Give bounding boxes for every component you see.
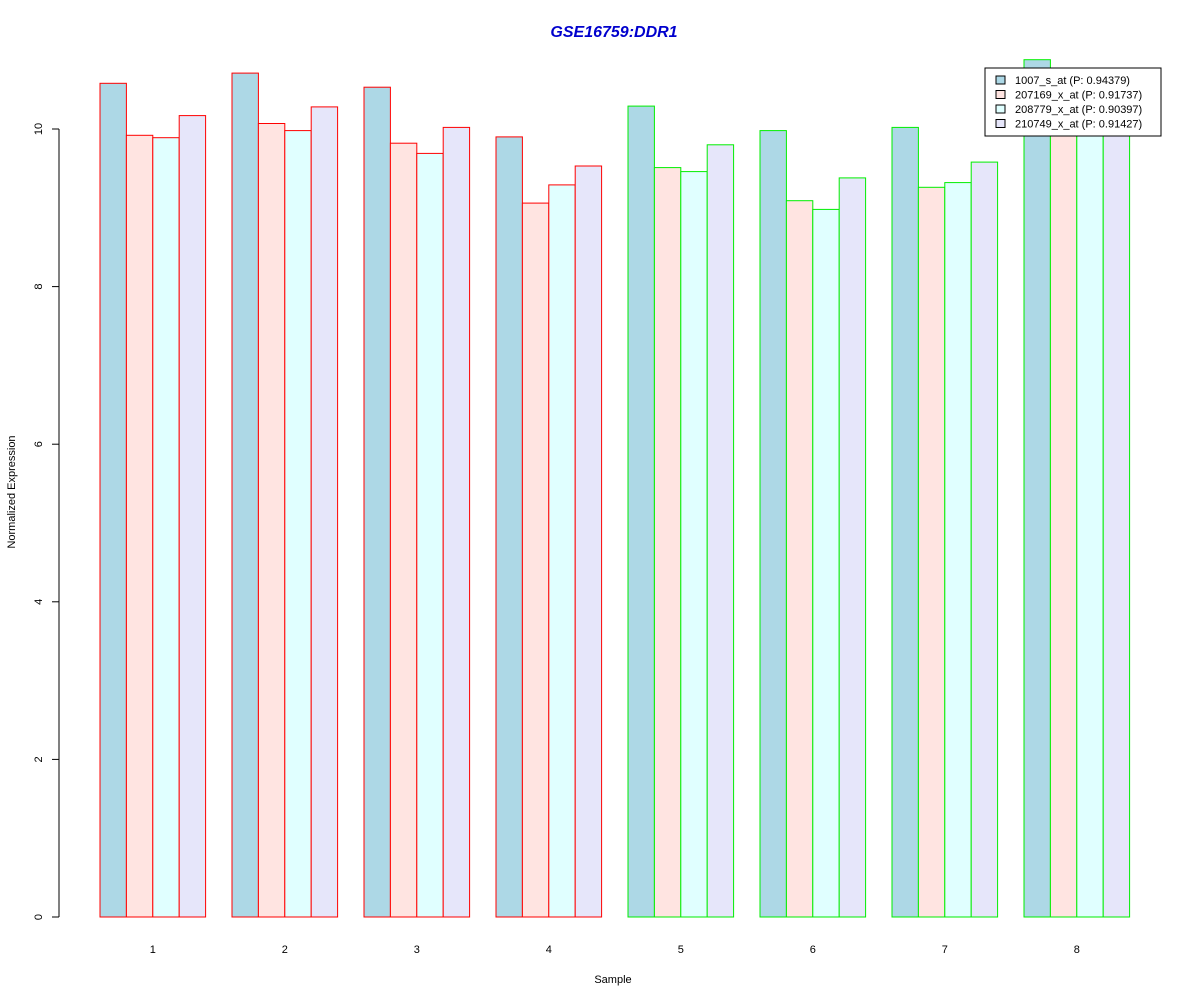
y-axis-label: Normalized Expression (6, 435, 18, 548)
x-axis-label: Sample (594, 974, 631, 986)
legend-label: 207169_x_at (P: 0.91737) (1015, 90, 1142, 102)
bar-sample-5-series-1 (627, 105, 655, 918)
y-tick-label: 0 (33, 914, 45, 920)
bar-sample-1-series-4 (178, 115, 207, 918)
bar-sample-2-series-4 (310, 106, 339, 918)
bar-sample-4-series-3 (548, 184, 576, 918)
bar-sample-8-series-4 (1102, 120, 1131, 918)
y-tick-label: 10 (33, 123, 45, 135)
y-axis: 0 2 4 6 8 10 (33, 123, 60, 920)
legend-swatch (995, 75, 1006, 85)
x-tick-label: 7 (942, 944, 948, 956)
bars-layer (99, 59, 1131, 918)
bar-sample-8-series-1 (1023, 59, 1051, 918)
bar-sample-7-series-1 (891, 126, 919, 918)
legend-swatch (995, 119, 1006, 128)
chart-title: GSE16759:DDR1 (550, 24, 677, 41)
bar-sample-2-series-2 (257, 123, 286, 918)
bar-sample-8-series-2 (1049, 120, 1078, 918)
legend-label: 1007_s_at (P: 0.94379) (1015, 75, 1130, 87)
legend: 1007_s_at (P: 0.94379) 207169_x_at (P: 0.… (984, 67, 1162, 137)
y-tick-label: 8 (33, 284, 45, 290)
y-tick-label: 6 (33, 441, 45, 447)
y-tick-label: 4 (33, 599, 45, 605)
legend-swatch (995, 104, 1006, 114)
bar-sample-6-series-1 (759, 130, 787, 918)
x-tick-label: 1 (150, 944, 156, 956)
bar-sample-6-series-2 (785, 200, 814, 918)
bar-sample-1-series-3 (152, 137, 180, 918)
x-tick-label: 3 (414, 944, 420, 956)
bar-sample-8-series-3 (1076, 124, 1104, 918)
legend-label: 210749_x_at (P: 0.91427) (1015, 119, 1142, 131)
bar-sample-4-series-1 (495, 136, 523, 918)
bar-sample-2-series-3 (284, 130, 312, 918)
legend-box (984, 67, 1162, 137)
bar-sample-7-series-3 (944, 182, 972, 918)
bar-sample-5-series-2 (653, 167, 682, 918)
x-tick-label: 6 (810, 944, 816, 956)
x-tick-label: 2 (282, 944, 288, 956)
bar-sample-5-series-4 (706, 144, 735, 918)
bar-sample-7-series-4 (970, 161, 999, 918)
bar-sample-6-series-4 (838, 177, 867, 918)
bar-sample-3-series-2 (389, 142, 418, 918)
x-tick-label: 4 (546, 944, 552, 956)
bar-sample-5-series-3 (680, 171, 708, 918)
legend-label: 208779_x_at (P: 0.90397) (1015, 104, 1142, 116)
bar-sample-4-series-4 (574, 165, 603, 918)
x-axis: 1 2 3 4 5 6 7 8 (150, 944, 1080, 956)
bar-sample-1-series-2 (125, 134, 154, 918)
bar-sample-6-series-3 (812, 208, 840, 918)
bar-sample-7-series-2 (917, 186, 946, 918)
x-tick-label: 8 (1074, 944, 1080, 956)
x-tick-label: 5 (678, 944, 684, 956)
legend-swatch (995, 90, 1006, 99)
bar-sample-3-series-4 (442, 126, 471, 918)
bar-sample-2-series-1 (231, 72, 259, 918)
bar-sample-3-series-1 (363, 86, 391, 918)
bar-sample-4-series-2 (521, 202, 550, 918)
bar-sample-1-series-1 (99, 82, 127, 918)
bar-sample-3-series-3 (416, 152, 444, 918)
y-tick-label: 2 (33, 756, 45, 762)
